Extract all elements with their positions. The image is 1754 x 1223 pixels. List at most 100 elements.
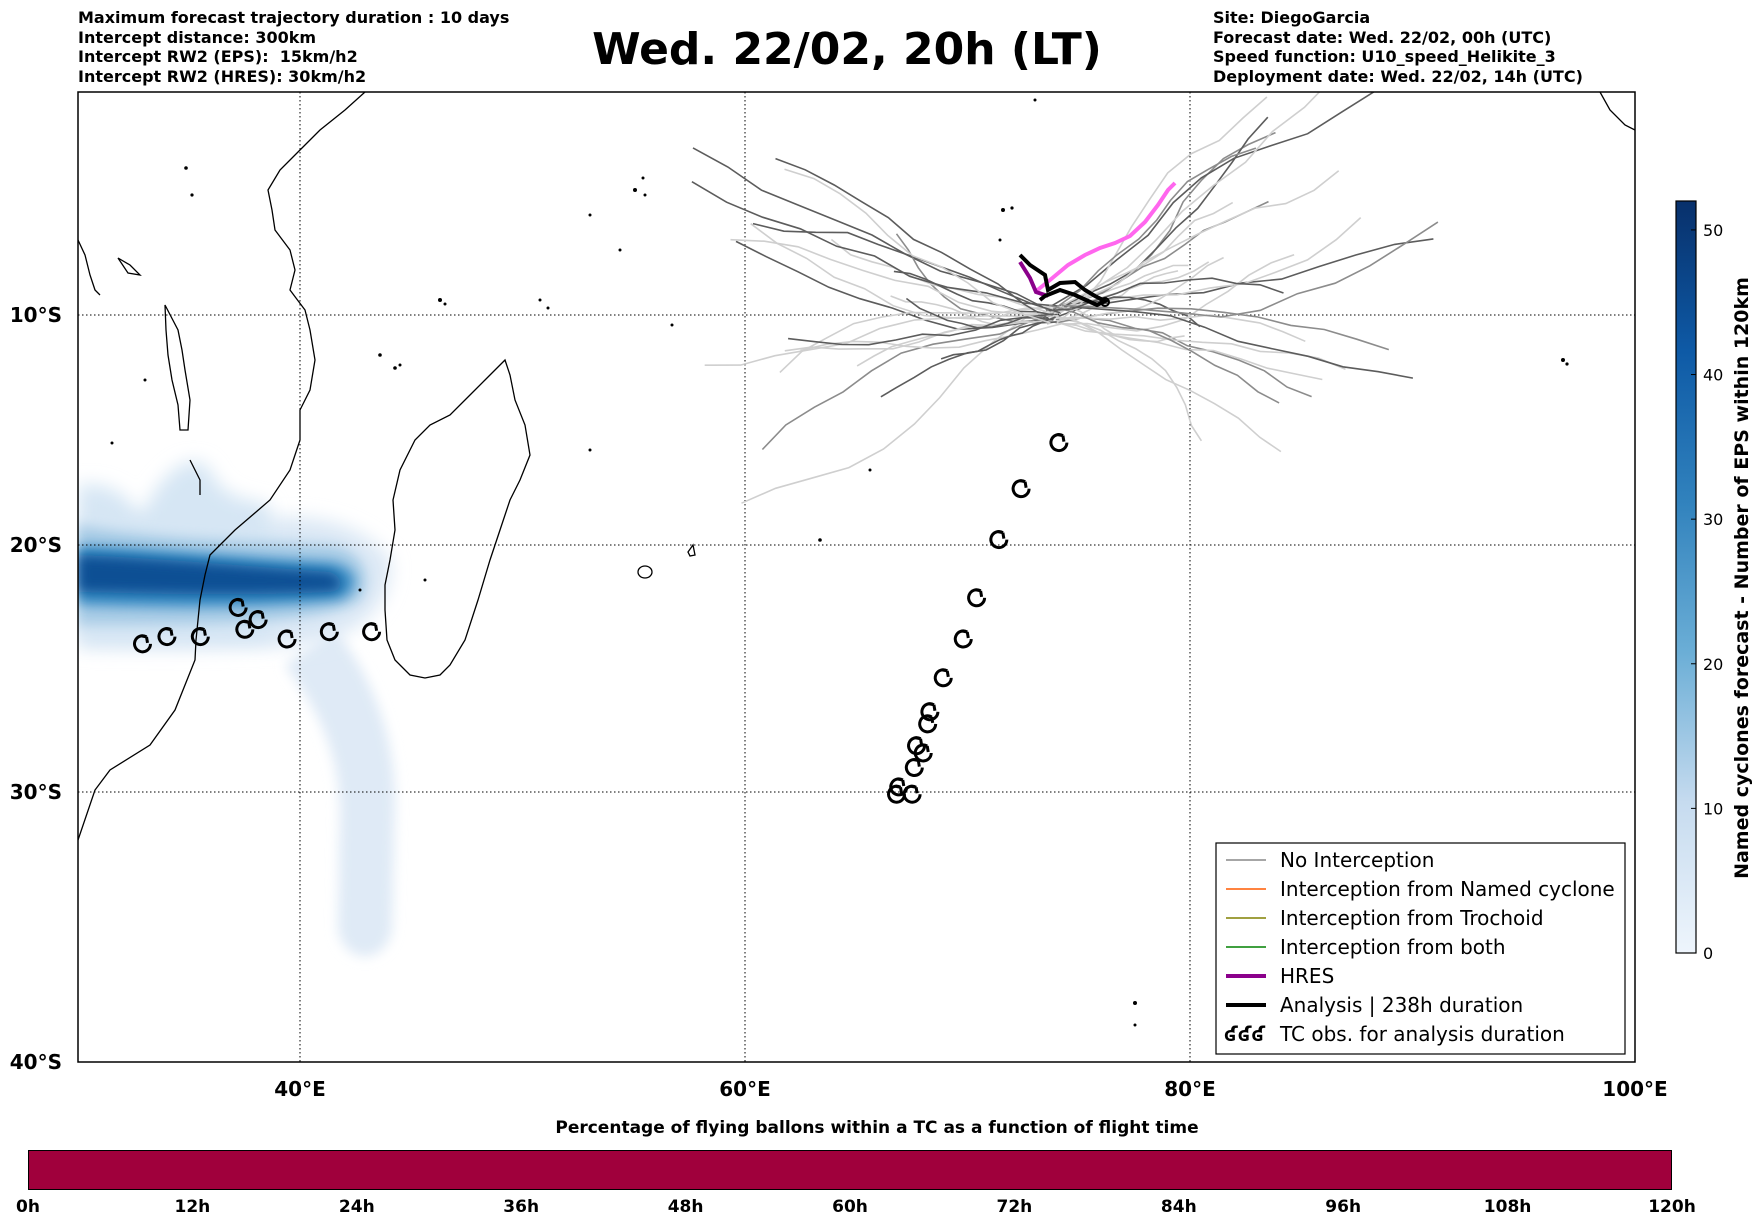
analysis-trajectory <box>1018 253 1110 308</box>
tc-observation-marker <box>902 784 922 804</box>
flight-time-tick: 72h <box>996 1197 1033 1217</box>
eps-trajectory-line <box>704 314 1059 366</box>
eps-trajectory-line <box>1059 314 1306 343</box>
eps-trajectory-line <box>1057 147 1257 308</box>
eps-trajectory-line <box>1047 314 1282 453</box>
tc-observation-marker <box>133 634 153 654</box>
flight-time-bar <box>28 1150 1672 1190</box>
legend-label: Analysis | 238h duration <box>1280 993 1523 1017</box>
longitude-axis-labels: 40°E 60°E 80°E 100°E <box>274 1077 1667 1101</box>
tc-observation-marker <box>967 588 987 608</box>
colorbar-ticks: 0 10 20 30 40 50 <box>1691 221 1723 963</box>
eps-trajectory-line <box>1061 317 1203 442</box>
eps-trajectory-line <box>940 316 1056 360</box>
tc-observation-marker <box>277 629 297 649</box>
eps-trajectory-line <box>1048 238 1434 321</box>
colorbar-tick-label: 10 <box>1703 799 1723 818</box>
flight-time-tick: 84h <box>1160 1197 1197 1217</box>
flight-time-tick: 108h <box>1483 1197 1532 1217</box>
tc-observation-marker <box>1049 433 1069 453</box>
header-line: Speed function: U10_speed_Helikite_3 <box>1213 47 1556 66</box>
eps-trajectory-line <box>1063 170 1340 310</box>
flight-time-tick: 0h <box>16 1197 40 1217</box>
eps-trajectory-line <box>761 307 1063 451</box>
eps-trajectory-line <box>1048 277 1284 312</box>
colorbar-tick-label: 40 <box>1703 366 1723 385</box>
header-line: Intercept distance: 300km <box>78 27 317 47</box>
latitude-axis-labels: 10°S 20°S 30°S 40°S <box>10 303 62 1074</box>
eps-trajectory-line <box>1064 305 1414 379</box>
flight-time-tick: 12h <box>174 1197 211 1217</box>
tc-observation-marker <box>157 627 177 647</box>
colorbar-gradient <box>1675 200 1697 954</box>
flight-time-tick: 96h <box>1325 1197 1362 1217</box>
reunion-island <box>637 565 653 579</box>
tc-observation-marker <box>319 622 339 642</box>
lon-label: 100°E <box>1602 1077 1667 1101</box>
legend-label: HRES <box>1280 964 1334 988</box>
header-info-left: Maximum forecast trajectory duration : 1… <box>78 8 509 86</box>
india-coastline <box>1599 92 1635 131</box>
lake-tanganyika <box>164 304 191 431</box>
tc-observation-marker <box>953 629 973 649</box>
header-line: Deployment date: Wed. 22/02, 14h (UTC) <box>1213 66 1583 86</box>
tc-observation-marker <box>918 714 938 734</box>
flight-time-tick: 36h <box>503 1197 540 1217</box>
flight-time-tick: 60h <box>832 1197 868 1217</box>
hres-trajectory-start <box>1018 260 1049 298</box>
lake-malawi <box>189 459 201 495</box>
header-line: Maximum forecast trajectory duration : 1… <box>78 8 510 27</box>
eps-trajectory-line <box>1051 92 1375 307</box>
colorbar-tick-label: 50 <box>1703 221 1723 240</box>
small-islands <box>110 98 1569 1027</box>
tc-observation-marker <box>887 784 907 804</box>
header-line: Intercept RW2 (HRES): 30km/h2 <box>78 66 367 86</box>
lon-label: 40°E <box>274 1077 326 1101</box>
eps-trajectory-line <box>752 222 1062 314</box>
legend-label: Interception from both <box>1280 935 1506 959</box>
header-info-right: Site: DiegoGarcia Forecast date: Wed. 22/… <box>1213 8 1583 86</box>
page-title-text: Wed. 22/02, 20h (LT) <box>592 24 1102 75</box>
eps-trajectory-line <box>1062 253 1295 332</box>
horn-coastline <box>78 239 101 296</box>
lat-label: 30°S <box>10 780 62 804</box>
legend-label: Interception from Named cyclone <box>1280 877 1615 901</box>
eps-trajectory-line <box>741 305 1062 504</box>
madagascar-coastline <box>384 358 531 679</box>
analysis-end-marker <box>1100 297 1110 307</box>
map-frame <box>77 91 1636 1063</box>
cyclone-density-field <box>78 461 395 957</box>
map-figure: 10°S 20°S 30°S 40°S 40°E 60°E 80°E 100°E… <box>10 91 1753 1101</box>
eps-trajectory-line <box>784 168 1051 324</box>
page-title: Wed. 22/02, 20h (LT) <box>0 24 1754 75</box>
density-peak-band <box>78 555 342 595</box>
mauritius-island <box>687 543 696 557</box>
coastlines <box>78 92 1635 841</box>
lake-victoria <box>117 257 142 276</box>
lon-label: 80°E <box>1164 1077 1216 1101</box>
tc-observation-marker <box>904 758 924 777</box>
africa-coastline <box>78 92 366 841</box>
tc-observation-marker <box>1011 479 1031 499</box>
legend-box <box>1215 842 1626 1055</box>
lat-label: 10°S <box>10 303 62 327</box>
map-gridlines <box>78 92 1635 1062</box>
lon-label: 60°E <box>719 1077 771 1101</box>
tc-observation-marker <box>913 743 933 763</box>
eps-trajectory-line <box>788 313 1054 346</box>
lat-label: 20°S <box>10 533 62 557</box>
colorbar-tick-label: 20 <box>1703 655 1723 674</box>
flight-time-tick: 48h <box>667 1197 704 1217</box>
tc-observation-marker <box>228 597 248 617</box>
eps-trajectory-line <box>692 147 1053 313</box>
density-plume-south <box>285 630 395 957</box>
flight-time-bar-title: Percentage of flying ballons within a TC… <box>555 1118 1199 1138</box>
tc-observation-marker <box>235 619 255 639</box>
flight-time-tick: 24h <box>338 1197 375 1217</box>
colorbar-title: Named cyclones forecast - Number of EPS … <box>1731 277 1753 879</box>
map-legend: No Interception Interception from Named … <box>1215 842 1626 1055</box>
hres-trajectory <box>1033 181 1177 294</box>
eps-trajectory-line <box>775 157 1052 321</box>
eps-trajectory-line <box>735 240 1060 331</box>
eps-trajectory-line <box>830 238 1046 312</box>
